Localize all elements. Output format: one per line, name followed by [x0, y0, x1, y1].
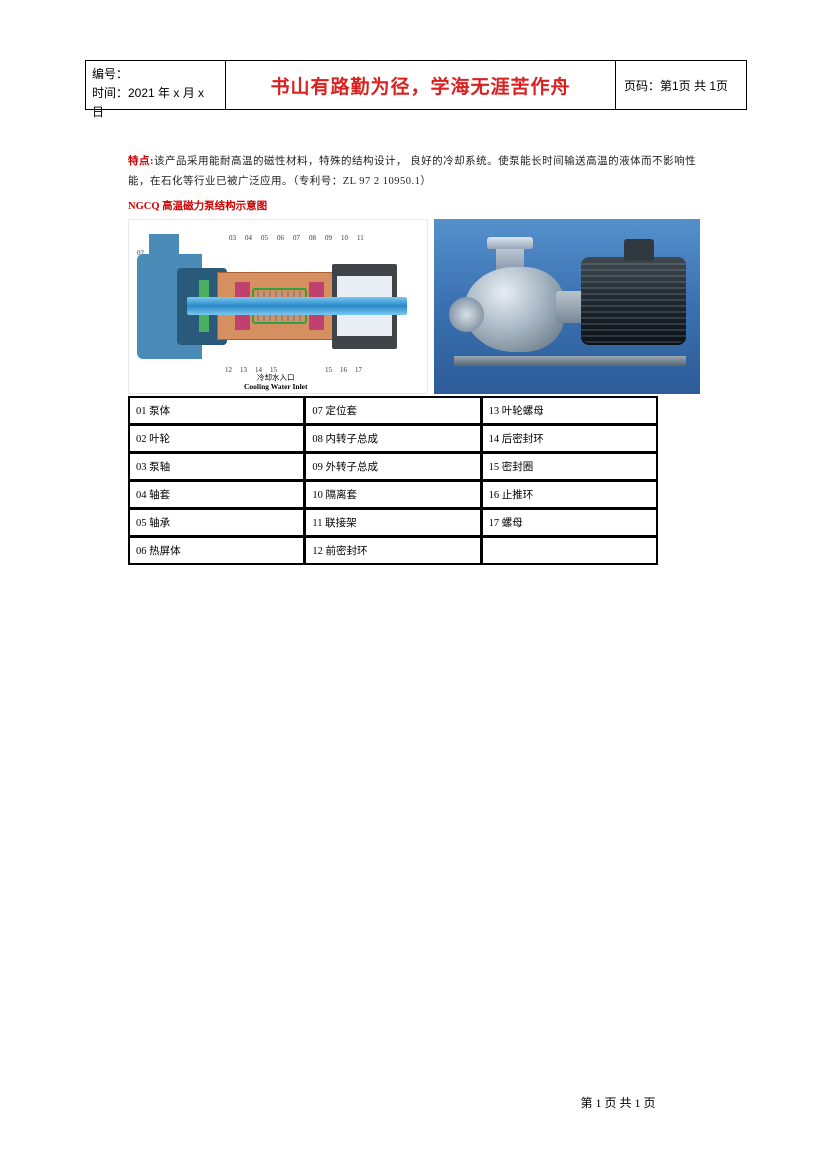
table-cell: 08 内转子总成 — [305, 425, 480, 452]
parts-table: 01 泵体07 定位套13 叶轮螺母02 叶轮08 内转子总成14 后密封环03… — [128, 396, 658, 565]
table-cell: 12 前密封环 — [305, 537, 480, 564]
table-cell: 13 叶轮螺母 — [482, 397, 657, 424]
table-row: 03 泵轴09 外转子总成15 密封圈 — [129, 453, 657, 480]
table-row: 02 叶轮08 内转子总成14 后密封环 — [129, 425, 657, 452]
table-cell: 07 定位套 — [305, 397, 480, 424]
table-cell: 16 止推环 — [482, 481, 657, 508]
header-box: 编号： 时间：2021 年 x 月 x 日 书山有路勤为径，学海无涯苦作舟 页码… — [85, 60, 747, 110]
diagram-label: 04 — [245, 234, 252, 242]
diagram-label: 12 — [225, 366, 232, 374]
diagram-top-labels: 03 04 05 06 07 08 09 10 11 — [137, 234, 422, 242]
table-cell: 14 后密封环 — [482, 425, 657, 452]
diagram-label: 09 — [325, 234, 332, 242]
table-cell: 17 螺母 — [482, 509, 657, 536]
diagram-label: 10 — [341, 234, 348, 242]
table-cell: 01 泵体 — [129, 397, 304, 424]
table-cell: 05 轴承 — [129, 509, 304, 536]
section-title: NGCQ 高温磁力泵结构示意图 — [128, 198, 708, 213]
table-cell: 04 轴套 — [129, 481, 304, 508]
table-cell — [482, 537, 657, 564]
header-page: 页码：第1页 共 1页 — [616, 61, 746, 109]
diagram-label: 15 — [325, 366, 332, 374]
diagram-label: 05 — [261, 234, 268, 242]
table-row: 05 轴承11 联接架17 螺母 — [129, 509, 657, 536]
diagram-label: 08 — [309, 234, 316, 242]
doc-number: 编号： — [92, 65, 219, 84]
table-cell: 11 联接架 — [305, 509, 480, 536]
doc-date: 时间：2021 年 x 月 x 日 — [92, 84, 219, 122]
cooling-label: 冷却水入口 Cooling Water Inlet — [244, 373, 307, 391]
content-area: 特点:该产品采用能耐高温的磁性材料，特殊的结构设计， 良好的冷却系统。使泵能长时… — [128, 152, 708, 565]
diagram-label: 07 — [293, 234, 300, 242]
features-text: 该产品采用能耐高温的磁性材料，特殊的结构设计， 良好的冷却系统。使泵能长时间输送… — [128, 156, 696, 187]
table-cell: 10 隔离套 — [305, 481, 480, 508]
table-cell: 15 密封圈 — [482, 453, 657, 480]
cooling-en: Cooling Water Inlet — [244, 382, 307, 391]
header-meta: 编号： 时间：2021 年 x 月 x 日 — [86, 61, 226, 109]
structure-diagram: 02 01 03 04 05 06 07 08 09 10 11 — [128, 219, 428, 394]
cooling-cn: 冷却水入口 — [244, 373, 307, 382]
table-row: 06 热屏体12 前密封环 — [129, 537, 657, 564]
image-row: 02 01 03 04 05 06 07 08 09 10 11 — [128, 219, 708, 394]
diagram-label: 06 — [277, 234, 284, 242]
product-photo — [434, 219, 700, 394]
table-row: 04 轴套10 隔离套16 止推环 — [129, 481, 657, 508]
diagram-label: 11 — [357, 234, 364, 242]
diagram-label: 03 — [229, 234, 236, 242]
diagram-label: 16 — [340, 366, 347, 374]
table-cell: 03 泵轴 — [129, 453, 304, 480]
table-cell: 06 热屏体 — [129, 537, 304, 564]
diagram-label: 17 — [355, 366, 362, 374]
table-cell: 09 外转子总成 — [305, 453, 480, 480]
header-motto: 书山有路勤为径，学海无涯苦作舟 — [226, 61, 616, 109]
footer-text: 第 1 页 共 1 页 — [580, 1094, 655, 1111]
features-label: 特点: — [128, 156, 154, 167]
features-paragraph: 特点:该产品采用能耐高温的磁性材料，特殊的结构设计， 良好的冷却系统。使泵能长时… — [128, 152, 708, 192]
table-row: 01 泵体07 定位套13 叶轮螺母 — [129, 397, 657, 424]
page-footer: 第 1 页 共 1 页 — [0, 1094, 826, 1111]
table-cell: 02 叶轮 — [129, 425, 304, 452]
